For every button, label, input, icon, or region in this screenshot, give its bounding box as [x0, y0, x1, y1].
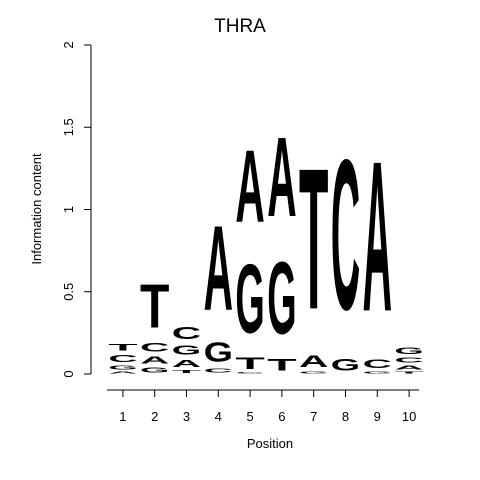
letter-G: G	[299, 371, 328, 374]
letter-G: G	[204, 337, 233, 368]
letter-G: G	[140, 366, 169, 374]
letter-C: C	[235, 372, 265, 374]
letter-A: A	[140, 355, 169, 366]
letter-A: A	[394, 364, 423, 370]
y-tick-label: 1	[61, 206, 76, 213]
y-tick-label: 2	[61, 41, 76, 48]
letter-A: A	[299, 353, 328, 371]
letter-G: G	[235, 244, 264, 354]
letter-T: T	[172, 369, 202, 374]
letter-T: T	[299, 128, 328, 352]
letter-G: G	[394, 346, 423, 356]
letter-A: A	[267, 115, 296, 241]
x-tick-label: 6	[278, 409, 285, 424]
x-axis-label: Position	[247, 436, 293, 451]
letter-A: A	[108, 371, 138, 374]
x-axis: 1 2 3 4 5 6 7 8 9 10	[107, 389, 419, 424]
letter-A: A	[172, 358, 201, 369]
logo-stack: GCA	[363, 116, 392, 374]
logo-stack: TGA	[267, 115, 296, 374]
x-tick-label: 9	[374, 409, 381, 424]
letter-T: T	[394, 371, 424, 374]
logo-stack: GC	[331, 114, 360, 374]
letter-T: T	[235, 354, 264, 372]
letter-T: T	[140, 272, 170, 341]
x-tick-label: 3	[183, 409, 190, 424]
x-tick-label: 1	[119, 409, 126, 424]
logo-stack: GAT	[299, 128, 328, 374]
letter-G: G	[172, 343, 201, 358]
letter-A: A	[363, 116, 392, 356]
letter-C: C	[394, 356, 423, 364]
letter-A: A	[204, 202, 233, 336]
letter-C: C	[331, 114, 360, 354]
y-tick-label: 0	[61, 370, 76, 377]
letter-A: A	[235, 128, 264, 244]
letter-C: C	[140, 341, 169, 354]
chart-title: THRA	[214, 16, 266, 37]
letter-C: C	[172, 323, 201, 343]
letter-G: G	[363, 371, 392, 374]
letter-C: C	[108, 353, 137, 364]
letter-C: C	[363, 358, 392, 371]
letter-G: G	[267, 242, 296, 356]
letter-T: T	[108, 343, 137, 353]
y-axis: 0 0.5 1 1.5 2	[61, 41, 92, 378]
y-tick-label: 1.5	[61, 118, 76, 136]
y-tick-label: 0.5	[61, 283, 76, 301]
x-tick-label: 8	[342, 409, 349, 424]
x-tick-label: 5	[246, 409, 253, 424]
y-axis-label: Information content	[29, 153, 44, 265]
x-tick-label: 10	[402, 409, 416, 424]
logo-stack: CGA	[204, 202, 233, 374]
x-tick-label: 2	[151, 409, 158, 424]
letter-C: C	[204, 368, 233, 374]
letter-G: G	[331, 357, 360, 375]
x-tick-label: 4	[215, 409, 222, 424]
letter-T: T	[267, 356, 296, 374]
letter-G: G	[108, 364, 137, 371]
x-tick-label: 7	[310, 409, 317, 424]
